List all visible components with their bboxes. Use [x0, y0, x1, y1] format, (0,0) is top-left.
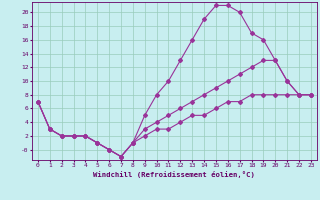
X-axis label: Windchill (Refroidissement éolien,°C): Windchill (Refroidissement éolien,°C)	[93, 171, 255, 178]
